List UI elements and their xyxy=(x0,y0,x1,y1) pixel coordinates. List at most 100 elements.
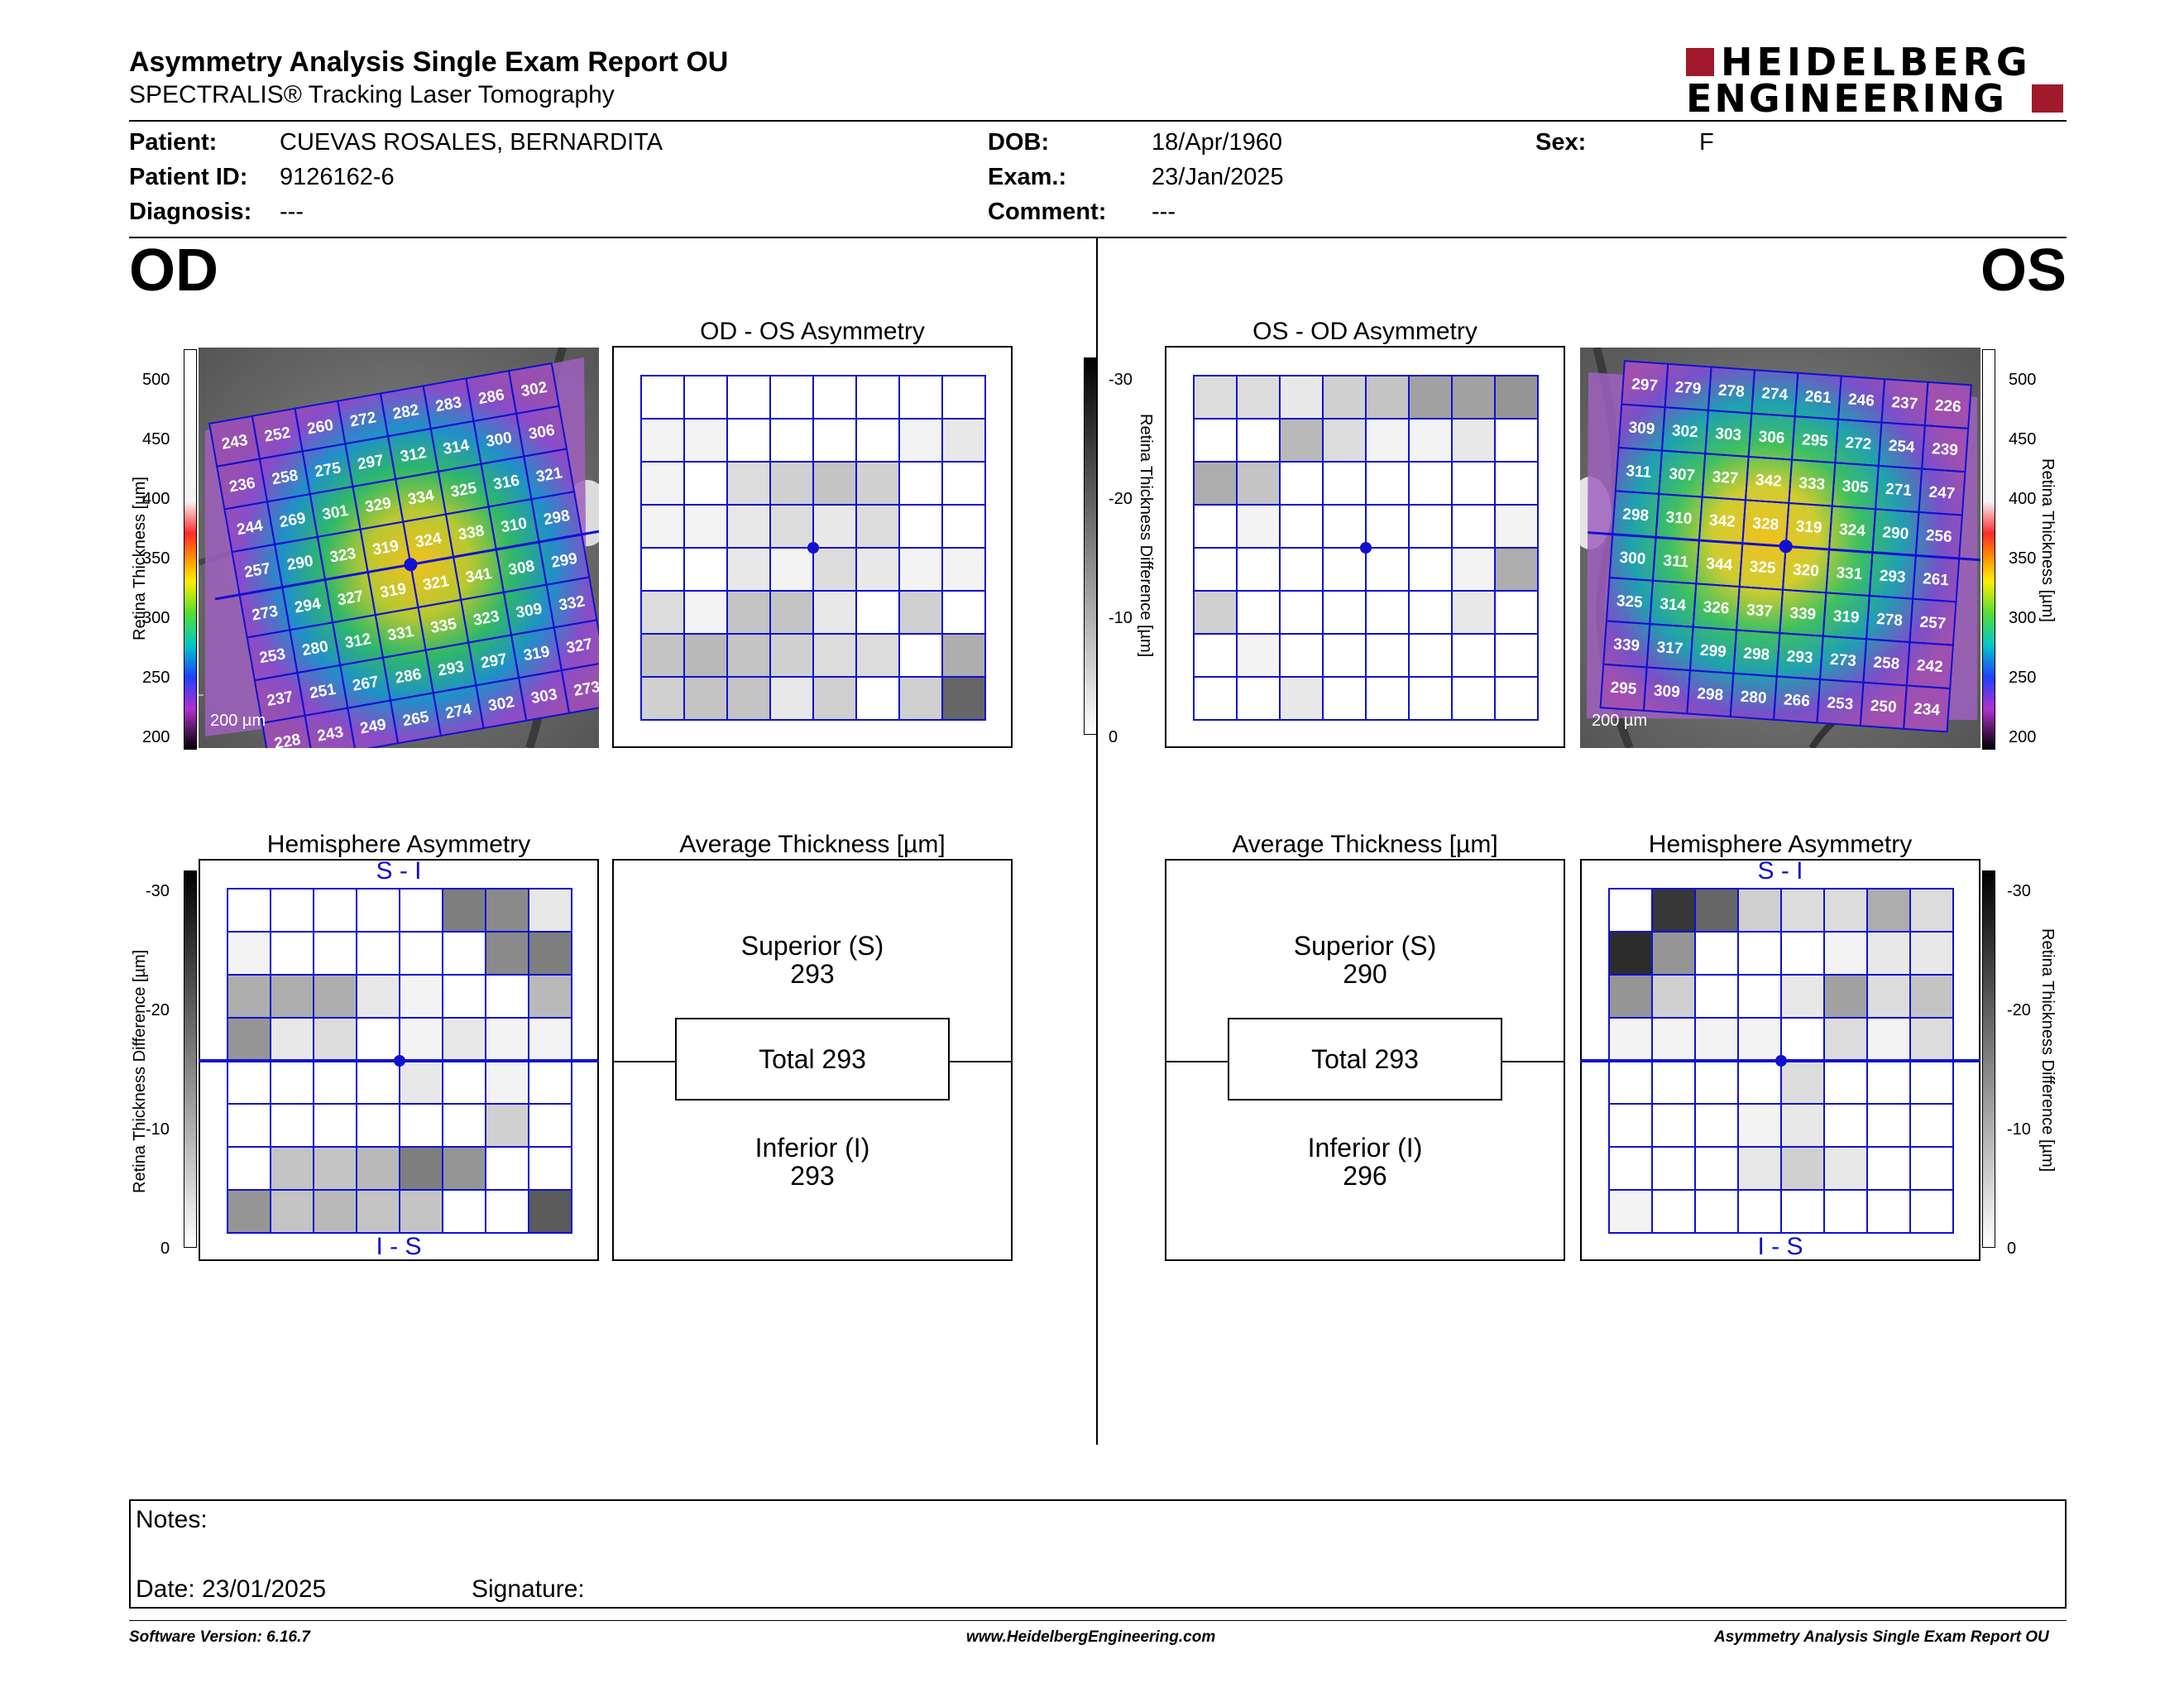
os-color-tick: 450 xyxy=(2009,430,2037,448)
os-asym-cell xyxy=(1322,633,1367,678)
os-asym-cell xyxy=(1193,633,1238,678)
os-hemi-cell xyxy=(1608,1189,1653,1234)
os-asym-cell xyxy=(1451,504,1496,549)
os-hemi-cell xyxy=(1651,1017,1696,1062)
os-hemi-cell xyxy=(1909,1146,1954,1191)
od-asym-cell xyxy=(941,547,986,592)
notes-box[interactable]: Notes: Date: 23/01/2025 Signature: xyxy=(129,1499,2067,1609)
os-thickness-value: 271 xyxy=(1885,481,1913,500)
od-gray-tick: -30 xyxy=(146,882,170,900)
os-hemi-cell xyxy=(1608,931,1653,976)
od-hemi-cell xyxy=(528,1060,572,1105)
os-fundus-svg: 297 279 278 274 261 246 237 226 309 302 303 306 295 2… xyxy=(1580,348,1980,748)
od-hemi-cell xyxy=(399,1103,443,1148)
od-asym-cell xyxy=(683,676,728,721)
od-asym-cell xyxy=(683,547,728,592)
od-asym-cell xyxy=(769,590,814,635)
os-hemi-cell xyxy=(1823,1103,1868,1148)
od-s-i-label: S - I xyxy=(376,857,422,885)
od-hemi-cell xyxy=(528,1146,572,1191)
os-hemi-cell xyxy=(1780,1060,1825,1105)
os-thickness-value: 337 xyxy=(1746,602,1773,621)
os-thickness-value: 257 xyxy=(1919,614,1947,633)
header-divider xyxy=(129,120,2067,122)
os-color-tick: 250 xyxy=(2009,669,2037,687)
os-hemi-cell xyxy=(1694,974,1739,1019)
od-asym-cell xyxy=(726,547,771,592)
od-gray-tick: -10 xyxy=(146,1120,170,1139)
os-gray-tick: 0 xyxy=(2007,1240,2017,1258)
os-thickness-value: 311 xyxy=(1663,552,1689,571)
od-hemi-cell xyxy=(528,888,572,933)
os-thickness-value: 290 xyxy=(1882,524,1909,543)
od-gray-scale xyxy=(184,870,197,1248)
od-hemi-cell xyxy=(442,1189,486,1234)
od-eye-label: OD xyxy=(129,237,218,304)
od-hemi-cell xyxy=(313,1146,357,1191)
os-superior-value: 290 xyxy=(1343,959,1387,989)
od-inferior-value: 293 xyxy=(790,1161,835,1191)
os-asym-panel xyxy=(1165,346,1565,748)
os-gray-tick: -20 xyxy=(2007,1001,2031,1019)
od-asym-cell xyxy=(683,504,728,549)
os-total-box: Total 293 xyxy=(1228,1018,1502,1101)
od-hemi-cell xyxy=(313,931,357,976)
sex-value: F xyxy=(1699,129,1714,156)
os-hemi-cell xyxy=(1608,888,1653,933)
od-asym-cell xyxy=(812,676,857,721)
od-asym-cell xyxy=(855,676,900,721)
od-hemi-cell xyxy=(528,1017,572,1062)
website-link[interactable]: www.HeidelbergEngineering.com xyxy=(966,1628,1216,1646)
od-asym-cell xyxy=(812,633,857,678)
os-color-tick: 500 xyxy=(2009,371,2037,389)
od-hemi-cell xyxy=(227,1189,271,1234)
os-thickness-cell xyxy=(1903,684,1952,733)
os-gray-tick: -30 xyxy=(2007,882,2031,900)
dob-label: DOB: xyxy=(988,129,1050,156)
od-asym-cell xyxy=(941,590,986,635)
os-asym-cell xyxy=(1408,676,1453,721)
od-asym-cell xyxy=(812,461,857,506)
od-asym-cell xyxy=(726,418,771,463)
od-hemi-cell xyxy=(485,1017,529,1062)
logo-square-bottom xyxy=(2032,84,2063,113)
os-asym-cell xyxy=(1451,676,1496,721)
od-hemi-cell xyxy=(270,931,314,976)
comment-label: Comment: xyxy=(988,199,1107,225)
od-asym-cell xyxy=(812,547,857,592)
od-color-scale-title: Retina Thickness [µm] xyxy=(131,477,149,640)
os-hemi-cell xyxy=(1823,931,1868,976)
od-hemi-cell xyxy=(485,888,529,933)
od-hemi-cell xyxy=(356,974,400,1019)
od-hemi-cell xyxy=(442,1146,486,1191)
od-gray-tick: 0 xyxy=(160,1240,170,1258)
os-asym-cell xyxy=(1193,547,1238,592)
os-hemi-cell xyxy=(1737,1017,1782,1062)
os-asym-cell xyxy=(1279,633,1324,678)
os-asym-cell xyxy=(1193,418,1238,463)
os-asym-cell xyxy=(1236,590,1281,635)
os-thickness-color-scale xyxy=(1982,349,1995,750)
od-thickness-cell xyxy=(560,661,599,714)
os-hemi-cell xyxy=(1823,1017,1868,1062)
od-thickness-color-scale xyxy=(184,349,197,750)
os-hemi-cell xyxy=(1651,888,1696,933)
os-asym-cell xyxy=(1494,676,1539,721)
od-asym-grid xyxy=(640,375,986,721)
os-asym-cell xyxy=(1408,504,1453,549)
os-thickness-value: 311 xyxy=(1626,463,1652,482)
logo-square-top xyxy=(1686,48,1714,76)
os-asym-cell xyxy=(1322,461,1367,506)
os-thickness-value: 258 xyxy=(1873,654,1900,673)
os-hemi-cell xyxy=(1823,888,1868,933)
od-hemi-cell xyxy=(270,1017,314,1062)
os-hemi-cell xyxy=(1823,974,1868,1019)
os-thickness-value: 272 xyxy=(1845,434,1872,453)
os-thickness-value: 319 xyxy=(1795,518,1822,537)
os-hemi-cell xyxy=(1866,1103,1911,1148)
od-hemi-cell xyxy=(356,1189,400,1234)
os-hemi-cell xyxy=(1909,1189,1954,1234)
os-thickness-value: 319 xyxy=(1832,607,1860,626)
os-hemi-cell xyxy=(1737,1103,1782,1148)
patient-id: 9126162-6 xyxy=(280,164,395,190)
